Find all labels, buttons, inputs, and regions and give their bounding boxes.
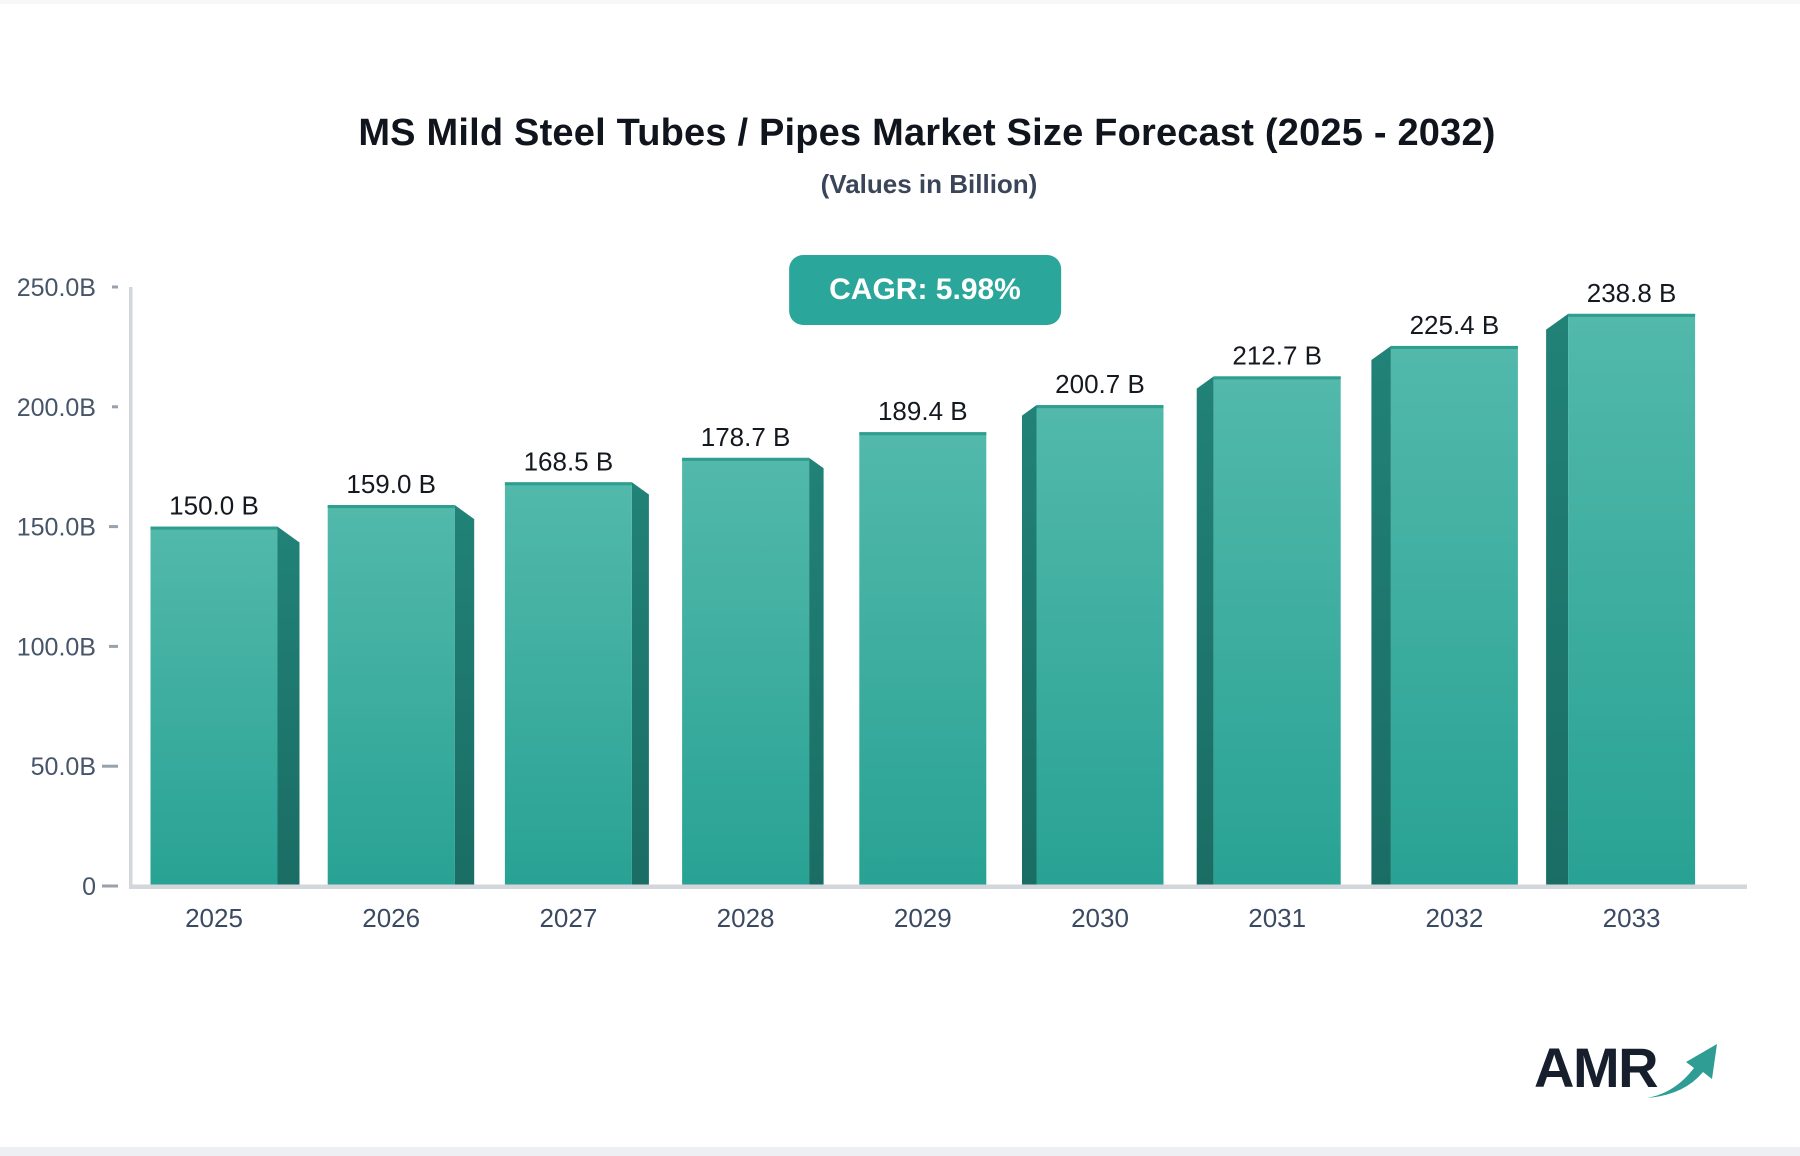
y-tick-label: 200.0B bbox=[17, 394, 96, 422]
bar-side bbox=[809, 457, 824, 886]
y-tick-label: 50.0B bbox=[31, 753, 96, 781]
bar bbox=[1390, 345, 1518, 886]
x-axis-label: 2032 bbox=[1425, 903, 1483, 933]
bar-side bbox=[454, 505, 475, 886]
y-tick-dash bbox=[112, 405, 118, 409]
bar bbox=[1036, 405, 1164, 886]
bar-value-label: 189.4 B bbox=[878, 396, 968, 426]
x-axis-label: 2029 bbox=[894, 903, 952, 933]
y-tick-dash bbox=[102, 764, 118, 768]
bar-value-label: 168.5 B bbox=[524, 446, 614, 476]
x-axis-line bbox=[129, 884, 1747, 889]
x-axis-label: 2025 bbox=[185, 903, 243, 933]
bar-top-edge bbox=[150, 526, 278, 530]
bar-value-label: 159.0 B bbox=[346, 469, 436, 499]
y-tick-dash bbox=[109, 525, 118, 529]
bar-side bbox=[1371, 345, 1391, 886]
bottom-edge-strip bbox=[0, 1147, 1800, 1156]
x-axis-label: 2030 bbox=[1071, 903, 1129, 933]
bar bbox=[504, 482, 632, 886]
bar-side bbox=[1546, 313, 1569, 886]
bar-value-label: 238.8 B bbox=[1587, 278, 1677, 308]
brand-logo: AMR bbox=[1534, 1036, 1721, 1100]
bar-top-edge bbox=[1213, 376, 1341, 380]
x-axis-label: 2028 bbox=[717, 903, 775, 933]
bar-top-edge bbox=[682, 457, 810, 461]
bar bbox=[1213, 376, 1341, 886]
bar-value-label: 200.7 B bbox=[1055, 369, 1145, 399]
bar-side bbox=[631, 482, 649, 886]
bar-top-edge bbox=[1390, 345, 1518, 349]
bar-side bbox=[1196, 376, 1214, 886]
y-tick-dash bbox=[109, 644, 118, 648]
brand-logo-text: AMR bbox=[1534, 1036, 1659, 1099]
y-tick-label: 0 bbox=[82, 873, 96, 901]
bar bbox=[859, 432, 987, 886]
bar-value-label: 178.7 B bbox=[701, 422, 791, 452]
top-edge-strip bbox=[0, 0, 1800, 4]
bar-side bbox=[1022, 405, 1037, 886]
bar-value-label: 150.0 B bbox=[169, 491, 259, 521]
growth-arrow-icon bbox=[1647, 1044, 1718, 1098]
cagr-badge-label: CAGR: 5.98% bbox=[829, 273, 1021, 306]
bar bbox=[1568, 313, 1696, 886]
y-tick-dash bbox=[112, 285, 118, 289]
bar bbox=[327, 505, 455, 886]
y-axis-line bbox=[129, 287, 133, 886]
chart-title: MS Mild Steel Tubes / Pipes Market Size … bbox=[358, 112, 1496, 154]
y-tick-label: 100.0B bbox=[17, 633, 96, 661]
bar bbox=[150, 526, 278, 886]
bar-top-edge bbox=[1036, 405, 1164, 409]
x-axis-label: 2027 bbox=[539, 903, 597, 933]
bar-value-label: 225.4 B bbox=[1410, 310, 1500, 340]
y-tick-label: 150.0B bbox=[17, 514, 96, 542]
bar-value-label: 212.7 B bbox=[1232, 340, 1322, 370]
bar-top-edge bbox=[327, 505, 455, 509]
y-tick-label: 250.0B bbox=[17, 274, 96, 302]
y-tick-dash bbox=[102, 884, 118, 888]
bar-top-edge bbox=[504, 482, 632, 486]
bar-top-edge bbox=[1568, 313, 1696, 317]
x-axis-label: 2031 bbox=[1248, 903, 1306, 933]
bar bbox=[682, 457, 810, 886]
bar-side bbox=[277, 526, 300, 886]
x-axis-label: 2033 bbox=[1603, 903, 1661, 933]
bar-top-edge bbox=[859, 432, 987, 436]
chart-subtitle: (Values in Billion) bbox=[820, 169, 1038, 199]
cagr-badge: CAGR: 5.98% bbox=[789, 255, 1061, 325]
x-axis-label: 2026 bbox=[362, 903, 420, 933]
